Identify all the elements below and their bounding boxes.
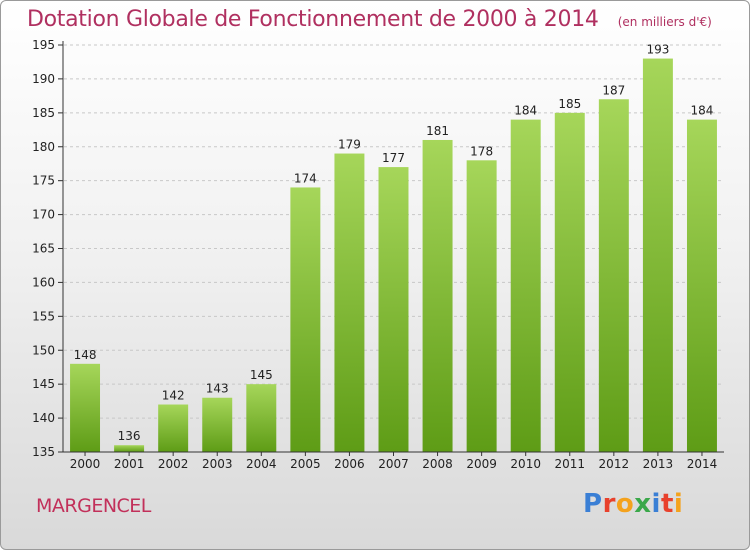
y-tick-label: 150 bbox=[32, 343, 55, 357]
bar bbox=[290, 187, 321, 452]
y-tick-label: 190 bbox=[32, 72, 55, 86]
bar bbox=[202, 397, 233, 452]
data-label: 136 bbox=[118, 429, 141, 443]
x-tick-label: 2010 bbox=[510, 457, 541, 471]
bar bbox=[114, 445, 145, 452]
bar bbox=[334, 153, 365, 453]
data-label: 143 bbox=[206, 382, 229, 396]
x-tick-label: 2009 bbox=[466, 457, 497, 471]
data-label: 148 bbox=[74, 348, 97, 362]
bar bbox=[70, 363, 101, 452]
x-tick-label: 2003 bbox=[202, 457, 233, 471]
proxiti-logo[interactable]: Proxiti bbox=[583, 489, 684, 519]
y-tick-label: 165 bbox=[32, 242, 55, 256]
data-label: 178 bbox=[470, 144, 493, 158]
data-label: 174 bbox=[294, 171, 317, 185]
x-tick-label: 2004 bbox=[246, 457, 277, 471]
bar bbox=[466, 160, 497, 453]
y-tick-label: 195 bbox=[32, 38, 55, 52]
x-tick-label: 2008 bbox=[422, 457, 453, 471]
y-tick-label: 155 bbox=[32, 309, 55, 323]
bar bbox=[510, 119, 541, 452]
y-tick-label: 185 bbox=[32, 106, 55, 120]
bar bbox=[422, 139, 453, 452]
title-unit: (en milliers d'€) bbox=[617, 15, 712, 29]
chart-title: Dotation Globale de Fonctionnement de 20… bbox=[27, 7, 712, 32]
x-tick-label: 2011 bbox=[554, 457, 585, 471]
bar bbox=[378, 167, 409, 452]
commune-name: MARGENCEL bbox=[36, 495, 151, 517]
data-label: 184 bbox=[691, 104, 714, 118]
data-label: 142 bbox=[162, 389, 185, 403]
data-label: 145 bbox=[250, 368, 273, 382]
y-tick-label: 140 bbox=[32, 411, 55, 425]
x-tick-label: 2006 bbox=[334, 457, 365, 471]
y-tick-label: 160 bbox=[32, 275, 55, 289]
data-label: 193 bbox=[646, 43, 669, 57]
y-tick-label: 145 bbox=[32, 377, 55, 391]
x-tick-label: 2013 bbox=[643, 457, 674, 471]
x-tick-label: 2014 bbox=[687, 457, 718, 471]
bar bbox=[554, 112, 585, 452]
y-tick-label: 170 bbox=[32, 208, 55, 222]
bar bbox=[598, 99, 629, 453]
axes bbox=[58, 41, 724, 456]
y-tick-label: 175 bbox=[32, 174, 55, 188]
x-tick-label: 2000 bbox=[70, 457, 101, 471]
bar bbox=[158, 404, 189, 452]
labels: 135 140 145 150 155 160 165 170 175 180 185 190 195 1… bbox=[32, 38, 717, 471]
x-tick-label: 2012 bbox=[599, 457, 630, 471]
bar bbox=[246, 384, 277, 452]
x-tick-label: 2005 bbox=[290, 457, 321, 471]
bar bbox=[686, 119, 717, 452]
x-tick-label: 2002 bbox=[158, 457, 189, 471]
y-tick-label: 180 bbox=[32, 140, 55, 154]
x-tick-label: 2001 bbox=[114, 457, 145, 471]
data-label: 185 bbox=[558, 97, 581, 111]
data-label: 187 bbox=[602, 83, 625, 97]
data-label: 177 bbox=[382, 151, 405, 165]
title-text: Dotation Globale de Fonctionnement de 20… bbox=[27, 7, 599, 32]
bar bbox=[642, 58, 673, 453]
x-tick-label: 2007 bbox=[378, 457, 409, 471]
data-label: 184 bbox=[514, 104, 537, 118]
bars bbox=[70, 58, 717, 453]
data-label: 181 bbox=[426, 124, 449, 138]
y-tick-label: 135 bbox=[32, 445, 55, 459]
data-label: 179 bbox=[338, 138, 361, 152]
